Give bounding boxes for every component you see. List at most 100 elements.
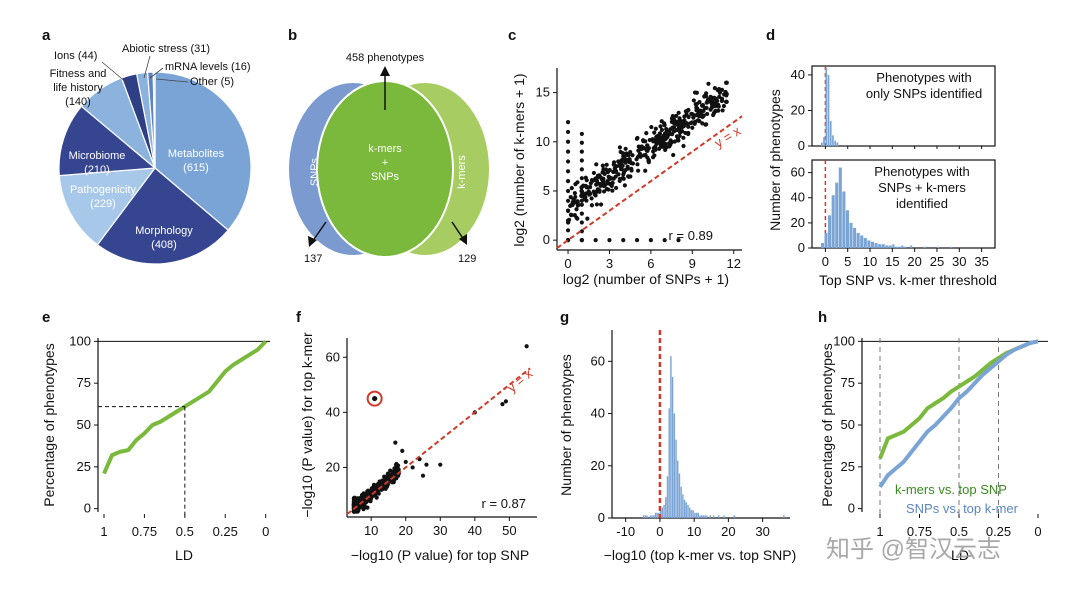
hist-bar	[675, 439, 677, 518]
data-point	[653, 126, 658, 131]
x-tick-label: 1	[100, 524, 107, 539]
data-point	[671, 120, 677, 126]
data-point	[671, 152, 676, 158]
data-point	[625, 164, 630, 169]
x-tick-label: 0.75	[907, 524, 932, 539]
data-point	[579, 229, 584, 234]
h-xlabel: LD	[951, 547, 969, 563]
data-point	[565, 208, 571, 213]
hist-bar	[668, 408, 670, 518]
data-point	[667, 144, 672, 149]
x-tick-label: 0.5	[950, 524, 968, 539]
pie-slice-0	[154, 71, 252, 232]
data-point	[610, 180, 615, 186]
data-point	[628, 149, 633, 155]
data-point	[644, 131, 649, 136]
data-point	[579, 202, 584, 207]
hist-bar	[654, 512, 657, 518]
venn-diagram: k-mers + SNPs SNPs k-mers 458 phenotypes…	[289, 52, 489, 265]
data-point	[579, 176, 584, 181]
data-point	[637, 151, 643, 156]
hist-bar	[699, 515, 701, 518]
hist-bar	[697, 512, 699, 518]
g-ylabel: Number of phenotypes	[558, 354, 574, 496]
data-point	[645, 148, 650, 153]
data-point	[690, 125, 695, 130]
data-point	[384, 474, 389, 479]
data-point	[721, 103, 727, 109]
hist-bar	[823, 137, 825, 146]
y-equals-x-line	[346, 367, 531, 516]
data-point	[616, 172, 621, 177]
d-top-title-2: only SNPs identified	[866, 86, 982, 101]
data-point	[601, 189, 607, 194]
data-point	[657, 141, 663, 146]
data-point	[612, 167, 618, 172]
data-point	[617, 176, 622, 182]
panel-f-label: f	[296, 309, 302, 326]
hist-bar	[923, 246, 926, 248]
data-point	[376, 489, 381, 494]
slice-label-fitness-1: Fitness and	[50, 68, 107, 80]
x-tick-label: 30	[952, 254, 966, 269]
hist-bar	[694, 512, 696, 518]
data-point	[663, 145, 669, 150]
data-point	[601, 167, 606, 172]
slice-value-microbiome: (210)	[84, 164, 110, 176]
data-point	[686, 114, 691, 120]
f-r-annotation: r = 0.87	[482, 496, 526, 511]
y-tick-label: 20	[791, 102, 805, 117]
hist-bar	[709, 515, 711, 518]
data-point	[662, 238, 667, 243]
data-point	[677, 116, 682, 121]
highlight-ring	[366, 390, 383, 407]
slice-label-metabolites: Metabolites	[168, 148, 225, 160]
hist-bar	[885, 245, 889, 248]
data-point	[616, 159, 621, 164]
data-point	[438, 462, 443, 467]
data-point	[626, 153, 631, 158]
y-tick-label: 20	[791, 215, 805, 230]
data-point	[607, 238, 612, 243]
pie-slice-8	[152, 71, 156, 169]
data-point	[646, 160, 651, 165]
data-point	[705, 111, 710, 117]
hist-bar	[899, 246, 903, 248]
x-tick-label: 20	[907, 254, 921, 269]
data-point	[629, 160, 634, 166]
y-tick-label: 0	[798, 240, 805, 255]
x-tick-label: 20	[398, 523, 412, 538]
scatter-f: 10 20 30 40 50 20 40 60	[326, 338, 537, 538]
hist-bar	[825, 67, 828, 146]
x-tick-label: -10	[616, 524, 635, 539]
data-point	[606, 187, 611, 192]
data-point	[593, 193, 598, 198]
hist-bar	[706, 515, 708, 518]
data-point	[639, 146, 645, 151]
y-tick-label: 50	[77, 417, 91, 432]
venn-right-count: 129	[458, 253, 476, 265]
data-point	[708, 107, 713, 112]
data-point	[614, 185, 619, 191]
hist-bar	[680, 486, 682, 518]
hist-bar	[695, 512, 698, 518]
hist-bar	[673, 413, 676, 518]
pie-slice-3	[58, 105, 157, 177]
data-point	[586, 189, 591, 194]
hist-bar	[832, 135, 834, 146]
highlight-point	[372, 395, 378, 402]
slice-label-abiotic: Abiotic stress (31)	[122, 43, 210, 55]
venn-left-count: 137	[304, 253, 322, 265]
hist-bar	[663, 504, 665, 518]
slice-label-morphology: Morphology	[135, 225, 193, 237]
x-tick-label: 0	[1034, 524, 1041, 539]
data-point	[610, 188, 615, 193]
data-point	[573, 194, 578, 200]
data-point	[635, 135, 640, 141]
data-point	[500, 401, 505, 407]
data-point	[649, 124, 654, 130]
scatter-c: 0 3 6 9 12 0 5 10 15	[536, 68, 743, 271]
data-point	[691, 98, 696, 103]
y-tick-label: 40	[591, 406, 605, 421]
hist-bar	[678, 473, 681, 518]
